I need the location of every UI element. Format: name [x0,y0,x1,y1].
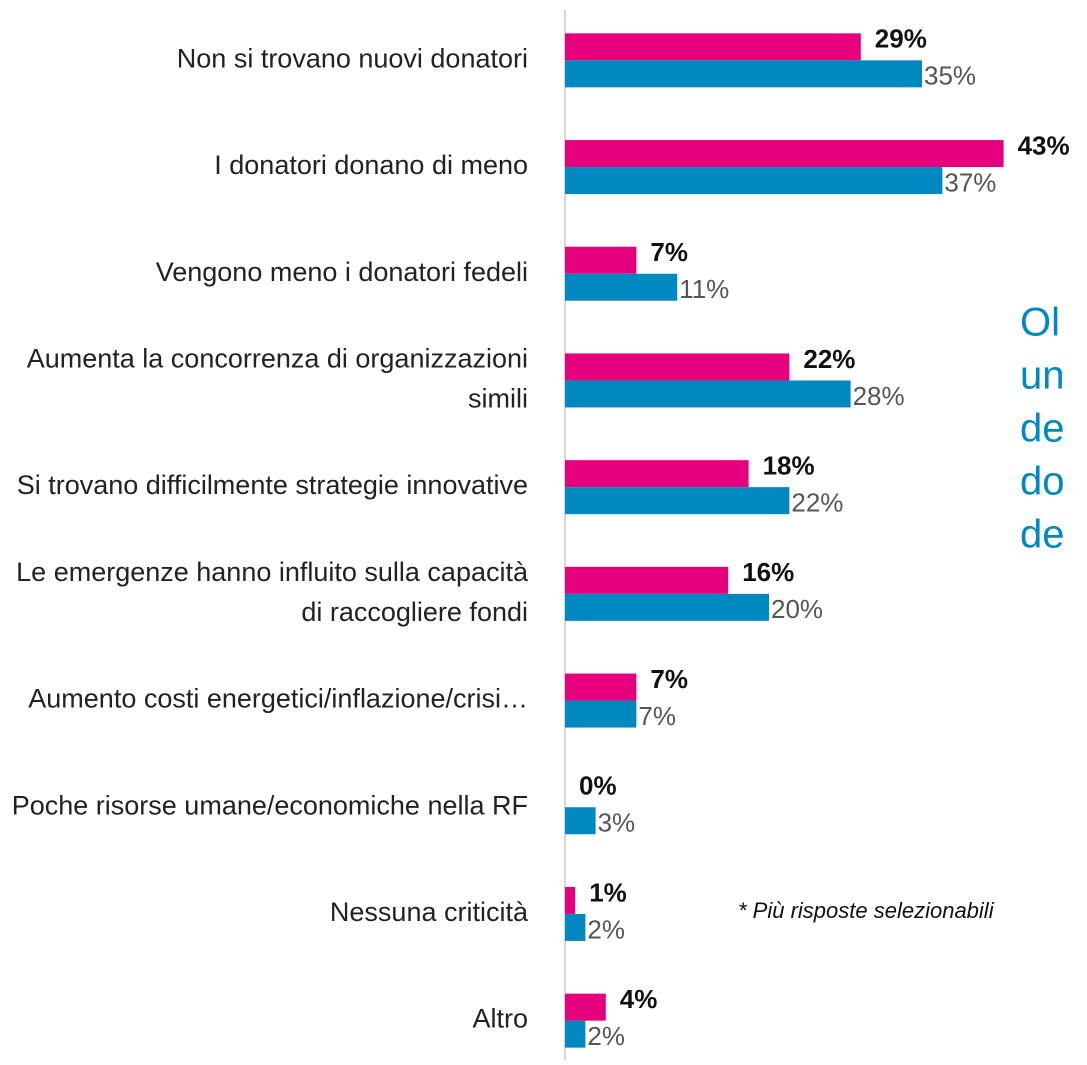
value-label: 29% [875,24,927,54]
value-label: 22% [803,344,855,374]
bar [565,380,851,408]
bar [565,167,943,195]
bar [565,460,749,488]
bar [565,353,790,381]
bar [565,593,769,621]
side-text: un [1020,354,1065,398]
value-label: 0% [579,771,617,801]
side-text: de [1020,407,1065,451]
category-label: Altro [472,1004,528,1034]
category-label: Aumenta la concorrenza di organizzazioni… [27,344,528,414]
bar [565,807,596,835]
value-label: 1% [589,877,627,907]
value-label: 2% [587,1021,625,1051]
value-label: 37% [944,167,996,197]
category-label: Le emergenze hanno influito sulla capaci… [16,557,529,627]
value-label: 22% [791,488,843,518]
category-label: Nessuna criticità [330,897,529,927]
bar [565,33,861,61]
value-label: 43% [1018,130,1070,160]
value-label: 20% [771,594,823,624]
value-label: 28% [853,381,905,411]
value-label: 7% [638,701,676,731]
category-label: Vengono meno i donatori fedeli [156,257,528,287]
value-label: 11% [679,274,729,304]
category-label: I donatori donano di meno [214,150,528,180]
bar [565,700,637,728]
value-label: 7% [650,237,688,267]
category-label: Non si trovano nuovi donatori [177,43,528,73]
bar [565,886,576,914]
bar [565,140,1004,168]
category-label: Poche risorse umane/economiche nella RF [12,790,528,820]
bar [565,487,790,515]
note: * Più risposte selezionabili [738,898,995,923]
category-label: Si trovano difficilmente strategie innov… [17,470,528,500]
bar [565,913,586,941]
bar [565,993,606,1021]
value-label: 2% [587,914,625,944]
bar [565,1020,586,1048]
value-label: 35% [924,61,976,91]
value-label: 7% [650,664,688,694]
side-text: de [1020,513,1065,557]
side-text: do [1020,460,1065,504]
category-label: Aumento costi energetici/inflazione/cris… [28,684,528,714]
bar [565,673,637,701]
value-label: 3% [598,808,636,838]
value-label: 4% [620,984,658,1014]
side-text: Ol [1020,301,1060,345]
bar [565,566,729,594]
bar [565,60,922,88]
value-label: 16% [742,557,794,587]
bar [565,246,637,274]
bar [565,273,678,301]
value-label: 18% [763,451,815,481]
